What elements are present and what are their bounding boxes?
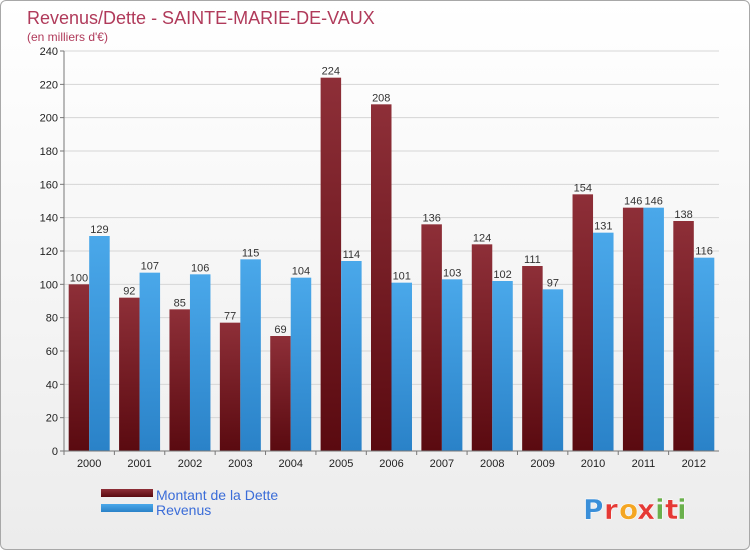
bar-revenus (693, 257, 715, 451)
data-label-dette: 69 (274, 324, 286, 336)
bar-revenus (643, 207, 664, 451)
data-label-dette: 92 (123, 286, 135, 298)
y-tick-label: 120 (40, 246, 58, 258)
data-label-revenus: 146 (644, 196, 662, 208)
bar-revenus (240, 259, 261, 451)
data-label-revenus: 102 (493, 269, 511, 281)
data-label-dette: 77 (224, 311, 236, 323)
data-label-dette: 136 (422, 212, 440, 224)
legend-label-debt: Montant de la Dette (156, 487, 278, 503)
x-tick-label: 2001 (127, 458, 151, 470)
data-label-revenus: 114 (343, 249, 361, 261)
bars (68, 77, 715, 452)
bar-dette (572, 194, 594, 452)
x-tick-label: 2003 (228, 458, 252, 470)
x-tick-label: 2002 (178, 458, 202, 470)
x-tick-label: 2004 (278, 458, 302, 470)
bar-revenus (391, 282, 412, 451)
x-tick-label: 2011 (632, 458, 656, 470)
x-tick-label: 2008 (480, 458, 504, 470)
bar-dette (522, 266, 543, 451)
data-label-dette: 146 (624, 196, 642, 208)
y-tick-label: 220 (40, 79, 58, 91)
data-label-revenus: 116 (695, 246, 713, 258)
data-label-dette: 208 (372, 92, 390, 104)
logo-letter: i (655, 493, 665, 526)
data-label-dette: 224 (322, 66, 340, 78)
data-label-revenus: 131 (594, 221, 612, 233)
y-tick-label: 60 (46, 346, 58, 358)
bar-labels: 100 129 92 107 85 106 77 115 69 104 224 114 208 101 13… (70, 66, 713, 336)
bar-revenus (139, 272, 161, 451)
logo-letter: x (637, 493, 655, 526)
logo-letter: t (665, 493, 678, 526)
data-label-revenus: 101 (393, 271, 411, 283)
bar-revenus (189, 274, 211, 451)
bar-dette (371, 104, 392, 451)
data-label-revenus: 103 (443, 267, 461, 279)
legend-swatch-debt (101, 489, 153, 497)
chart-subtitle: (en milliers d'€) (27, 30, 108, 44)
legend-swatch-revenus (101, 504, 153, 512)
bar-dette (169, 309, 190, 451)
y-tick-label: 80 (46, 313, 58, 325)
y-tick-label: 0 (52, 446, 58, 458)
legend: Montant de la Dette Revenus (101, 487, 278, 518)
data-label-revenus: 97 (547, 277, 559, 289)
bar-dette (421, 224, 442, 451)
data-label-revenus: 129 (90, 224, 108, 236)
y-tick-label: 20 (46, 413, 58, 425)
chart-title: Revenus/Dette - SAINTE-MARIE-DE-VAUX (27, 8, 375, 28)
x-tick-label: 2006 (379, 458, 403, 470)
legend-label-revenus: Revenus (156, 502, 211, 518)
bar-revenus (492, 281, 513, 451)
bar-dette (270, 336, 291, 451)
logo-letter: P (583, 493, 604, 526)
data-label-dette: 85 (174, 297, 186, 309)
logo-letter: r (604, 493, 618, 526)
bar-dette (622, 207, 644, 451)
data-label-revenus: 106 (191, 262, 209, 274)
logo-letter: o (619, 493, 638, 526)
data-label-dette: 111 (524, 254, 541, 266)
data-label-dette: 124 (473, 232, 491, 244)
bar-revenus (593, 232, 614, 451)
x-axis-ticks: 2000 2001 2002 2003 2004 2005 2006 2007 2008 2009… (63, 451, 706, 470)
bar-dette (119, 297, 140, 451)
logo-letter: i (677, 493, 687, 526)
y-tick-label: 140 (40, 213, 58, 225)
x-tick-label: 2000 (77, 458, 101, 470)
data-label-revenus: 107 (141, 261, 159, 273)
y-tick-label: 100 (40, 279, 58, 291)
y-tick-label: 240 (40, 46, 58, 58)
bar-revenus (441, 279, 463, 451)
data-label-dette: 154 (574, 182, 592, 194)
bar-revenus (89, 236, 110, 451)
y-tick-label: 160 (40, 179, 58, 191)
y-tick-label: 40 (46, 379, 58, 391)
data-label-dette: 138 (674, 209, 692, 221)
data-label-revenus: 115 (242, 247, 260, 259)
bar-dette (471, 244, 493, 451)
data-label-revenus: 104 (292, 266, 310, 278)
x-tick-label: 2007 (430, 458, 454, 470)
data-label-dette: 100 (70, 272, 88, 284)
y-tick-label: 180 (40, 146, 58, 158)
bar-dette (219, 322, 241, 451)
y-tick-label: 200 (40, 113, 58, 125)
bar-dette (68, 284, 90, 451)
bar-revenus (290, 277, 312, 451)
bar-revenus (542, 289, 564, 451)
y-axis-ticks: 0 20 40 60 80 100 120 140 160 180 200 220 240 (40, 46, 64, 458)
x-tick-label: 2010 (581, 458, 605, 470)
x-tick-label: 2009 (530, 458, 554, 470)
bar-dette (320, 77, 342, 452)
x-tick-label: 2012 (682, 458, 706, 470)
bar-revenus (341, 261, 362, 451)
bar-dette (673, 221, 694, 451)
x-tick-label: 2005 (329, 458, 353, 470)
